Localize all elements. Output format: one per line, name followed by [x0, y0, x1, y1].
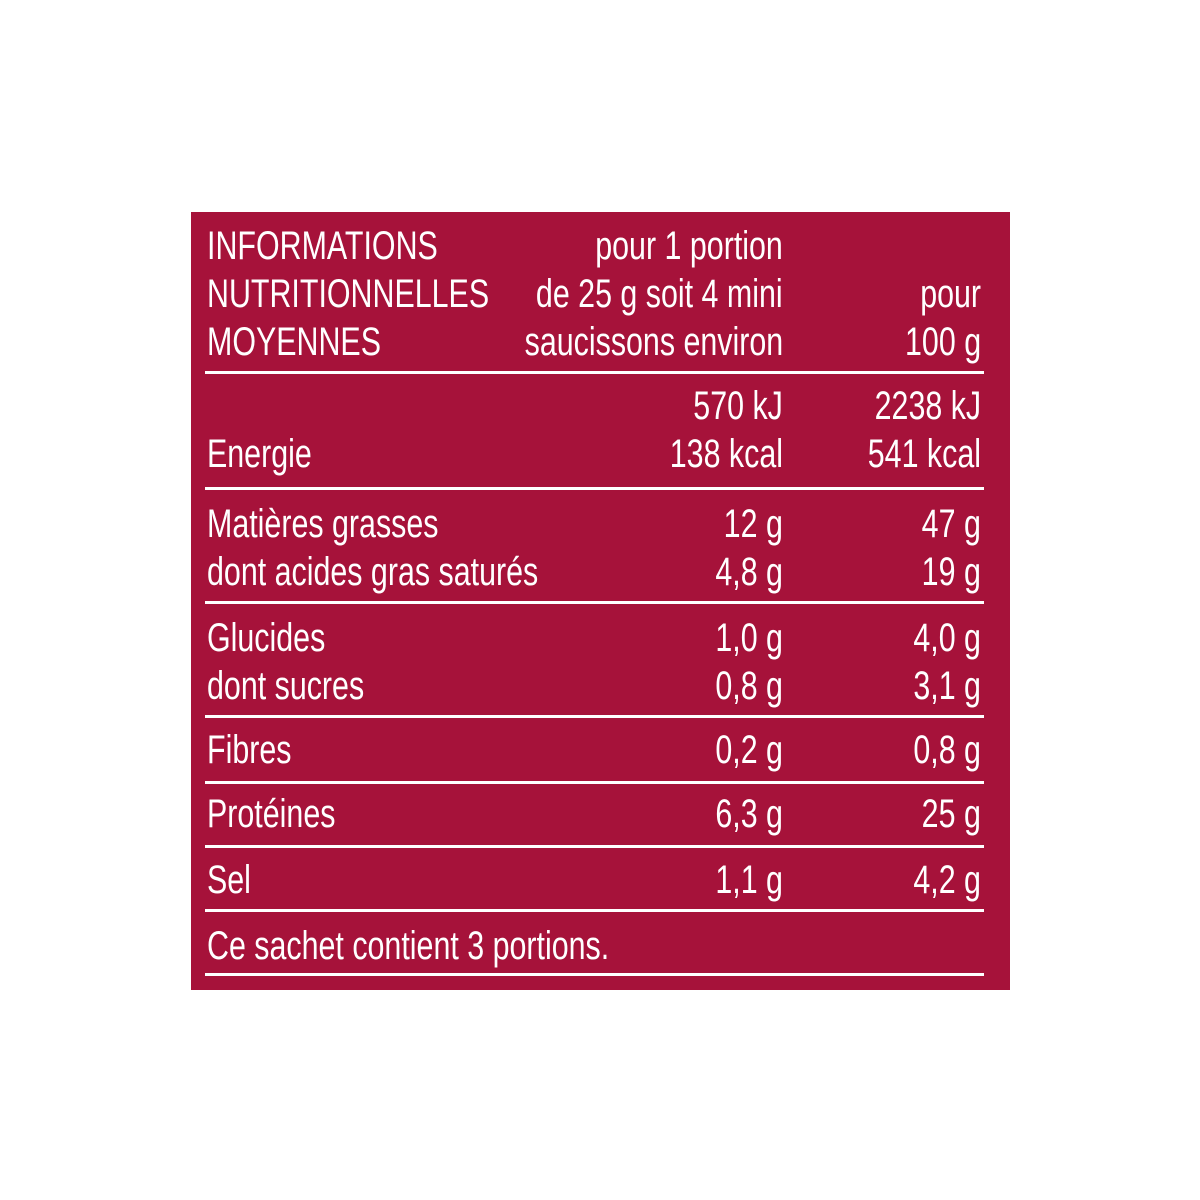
separator: [205, 781, 984, 784]
row-label: Sel: [207, 858, 251, 902]
row-label: Protéines: [207, 792, 336, 836]
row-label: Matières grasses: [207, 502, 439, 546]
header-portion-value: pour 1 portion: [595, 224, 783, 268]
row-portion-value: 1,0 g: [715, 616, 783, 660]
row-per-100g-value: 4,0 g: [913, 616, 981, 660]
header-label: NUTRITIONNELLES: [207, 272, 490, 316]
footer-note: Ce sachet contient 3 portions.: [207, 924, 610, 968]
separator: [205, 371, 984, 374]
row-per-100g-value: 4,2 g: [913, 858, 981, 902]
header-label: INFORMATIONS: [207, 224, 438, 268]
row-label: dont acides gras saturés: [207, 550, 539, 594]
row-portion-value: 570 kJ: [693, 384, 783, 428]
header-label: MOYENNES: [207, 320, 381, 364]
row-per-100g-value: 2238 kJ: [874, 384, 981, 428]
row-label: Glucides: [207, 616, 326, 660]
header-portion-value: de 25 g soit 4 mini: [536, 272, 783, 316]
row-portion-value: 12 g: [723, 502, 783, 546]
row-per-100g-value: 3,1 g: [913, 664, 981, 708]
row-per-100g-value: 25 g: [921, 792, 981, 836]
separator: [205, 909, 984, 912]
separator: [205, 845, 984, 848]
header-per-100g-value: pour: [920, 272, 981, 316]
row-portion-value: 6,3 g: [715, 792, 783, 836]
row-per-100g-value: 19 g: [921, 550, 981, 594]
separator: [205, 973, 984, 976]
separator: [205, 715, 984, 718]
row-label: Fibres: [207, 728, 292, 772]
header-per-100g-value: 100 g: [904, 320, 981, 364]
row-portion-value: 4,8 g: [715, 550, 783, 594]
row-per-100g-value: 541 kcal: [867, 432, 981, 476]
row-portion-value: 138 kcal: [669, 432, 783, 476]
row-per-100g-value: 47 g: [921, 502, 981, 546]
separator: [205, 601, 984, 604]
header-portion-value: saucissons environ: [524, 320, 783, 364]
row-portion-value: 0,2 g: [715, 728, 783, 772]
row-portion-value: 0,8 g: [715, 664, 783, 708]
row-label: Energie: [207, 432, 312, 476]
row-portion-value: 1,1 g: [715, 858, 783, 902]
row-per-100g-value: 0,8 g: [913, 728, 981, 772]
separator: [205, 487, 984, 490]
row-label: dont sucres: [207, 664, 365, 708]
